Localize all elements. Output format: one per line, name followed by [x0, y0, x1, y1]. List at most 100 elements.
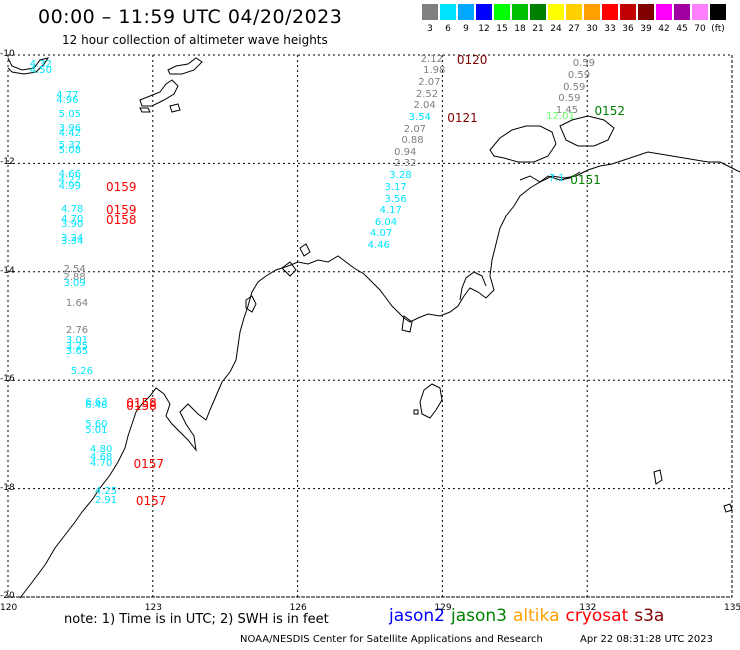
map-subtitle: 12 hour collection of altimeter wave hei…	[62, 33, 328, 47]
wave-height-label: 2.04	[413, 100, 436, 112]
x-tick-label: 123	[144, 603, 162, 613]
coast-kimberley-inlets	[245, 243, 413, 333]
wave-height-label: 1.45	[555, 104, 579, 116]
wave-height-label: 4.70	[90, 458, 113, 470]
coast-gulf	[459, 271, 487, 301]
satellite-name: jason3	[451, 606, 507, 626]
x-tick-label: 126	[289, 603, 307, 613]
x-tick-label: 120	[0, 603, 18, 613]
wave-height-label: 3.34	[61, 235, 84, 247]
wave-height-label: 4.99	[58, 180, 81, 192]
legend-label: 70	[694, 24, 706, 34]
pass-time-label: 0158	[105, 212, 137, 227]
wave-height-label: 0.59	[563, 81, 586, 93]
pass-time-label: 0152	[594, 103, 625, 118]
pass-time-label: 0159	[105, 203, 137, 217]
y-tick-label: -12	[0, 157, 15, 168]
island-small-2	[139, 107, 151, 113]
wave-height-label: 6.48	[85, 400, 108, 412]
wave-height-label: 4.46	[367, 240, 390, 252]
lat-lon-grid	[7, 54, 733, 598]
pass-time-label: 0158	[126, 399, 157, 414]
legend-swatch	[458, 4, 474, 20]
wave-height-label: 4.78	[61, 204, 84, 215]
y-tick-label: -10	[0, 49, 15, 59]
wave-height-label: 4.50	[29, 65, 52, 77]
legend-label: 36	[622, 24, 634, 34]
wave-height-label: 4.96	[56, 95, 79, 107]
wave-height-label: 5.08	[58, 145, 81, 157]
map-title: 00:00 – 11:59 UTC 04/20/2023	[38, 6, 343, 28]
wave-height-label: 2.76	[65, 325, 89, 337]
wave-height-label: 4.17	[379, 205, 402, 217]
wave-height-label: 2.07	[418, 77, 441, 89]
x-tick-label: 129	[434, 603, 452, 613]
wave-height-label: 3.54	[408, 112, 431, 124]
wave-height-label: 3.01	[65, 334, 89, 346]
footnote: note: 1) Time is in UTC; 2) SWH is in fe…	[64, 612, 329, 627]
pass-time-label: 0157	[133, 457, 165, 472]
wave-height-label: 2.91	[94, 494, 118, 506]
coast-darwin	[519, 171, 581, 183]
wave-height-label: 2.52	[415, 89, 439, 101]
wave-height-label: 3.65	[65, 346, 89, 358]
legend-label: 21	[532, 24, 544, 34]
wave-height-label: 4.42	[58, 127, 81, 139]
wave-height-label: 0.94	[394, 146, 417, 158]
legend-swatch	[530, 4, 546, 20]
x-tick-label: 135	[724, 603, 740, 613]
wave-height-label: 4.68	[90, 452, 113, 464]
legend-label: 3	[427, 24, 433, 34]
y-tick-label: -16	[0, 374, 15, 385]
y-tick-label: -20	[0, 591, 15, 601]
legend-swatch	[602, 4, 618, 20]
pass-time-label: 0121	[447, 111, 478, 126]
legend-swatch	[476, 4, 492, 20]
satellite-legend: jason2 jason3 altika cryosat s3a	[389, 606, 670, 626]
legend-swatch	[512, 4, 528, 20]
pass-time-label: 0157	[135, 493, 167, 508]
wave-height-label: 3.25	[65, 340, 89, 352]
wave-height-label: 5.05	[58, 108, 81, 120]
legend-label: 15	[496, 24, 508, 34]
wave-height-label: 7.1	[548, 172, 565, 184]
legend-label: 6	[445, 24, 451, 34]
wave-height-label: 4.25	[94, 485, 118, 497]
legend-swatch	[548, 4, 564, 20]
legend-label: 33	[604, 24, 616, 34]
wave-height-label: 2.88	[63, 272, 86, 284]
wave-height-label: 0.88	[401, 135, 424, 147]
wave-height-label: 6.04	[374, 217, 398, 229]
island-timor	[139, 79, 179, 107]
x-tick-label: 132	[579, 603, 597, 613]
credit-date: Apr 22 08:31:28 UTC 2023	[580, 634, 713, 645]
wave-height-label: 0.59	[567, 70, 591, 82]
pass-time-label: 0159	[105, 179, 137, 194]
legend-label: 45	[676, 24, 688, 34]
wave-height-label: 1.98	[423, 65, 446, 77]
island-south-1	[419, 383, 443, 419]
island-south-3	[723, 503, 733, 513]
wave-height-label: 2.12	[420, 54, 443, 66]
coast-australia	[19, 151, 740, 599]
legend-swatch	[656, 4, 672, 20]
island-small-1	[167, 57, 203, 75]
wave-height-label: 5.32	[58, 140, 81, 152]
wave-height-label: 3.96	[58, 122, 81, 134]
wave-height-label: 3.17	[384, 181, 407, 193]
credit-line: NOAA/NESDIS Center for Satellite Applica…	[240, 634, 543, 645]
wave-height-label: 6.63	[85, 396, 108, 408]
legend-swatch	[566, 4, 582, 20]
wave-height-label: 4.32	[29, 58, 52, 70]
wave-height-label: 2.32	[394, 158, 417, 170]
wave-height-label: 4.07	[370, 228, 393, 240]
wave-height-label: 5.60	[85, 418, 108, 430]
coast-top-left	[7, 57, 50, 75]
pass-time-label: 0151	[570, 172, 601, 187]
wave-height-label: 4.22	[58, 175, 81, 187]
coastline	[7, 57, 740, 599]
legend-label: 9	[463, 24, 469, 34]
island-bathurst	[489, 125, 557, 163]
legend-label: 18	[514, 24, 526, 34]
satellite-name: altika	[513, 606, 560, 626]
